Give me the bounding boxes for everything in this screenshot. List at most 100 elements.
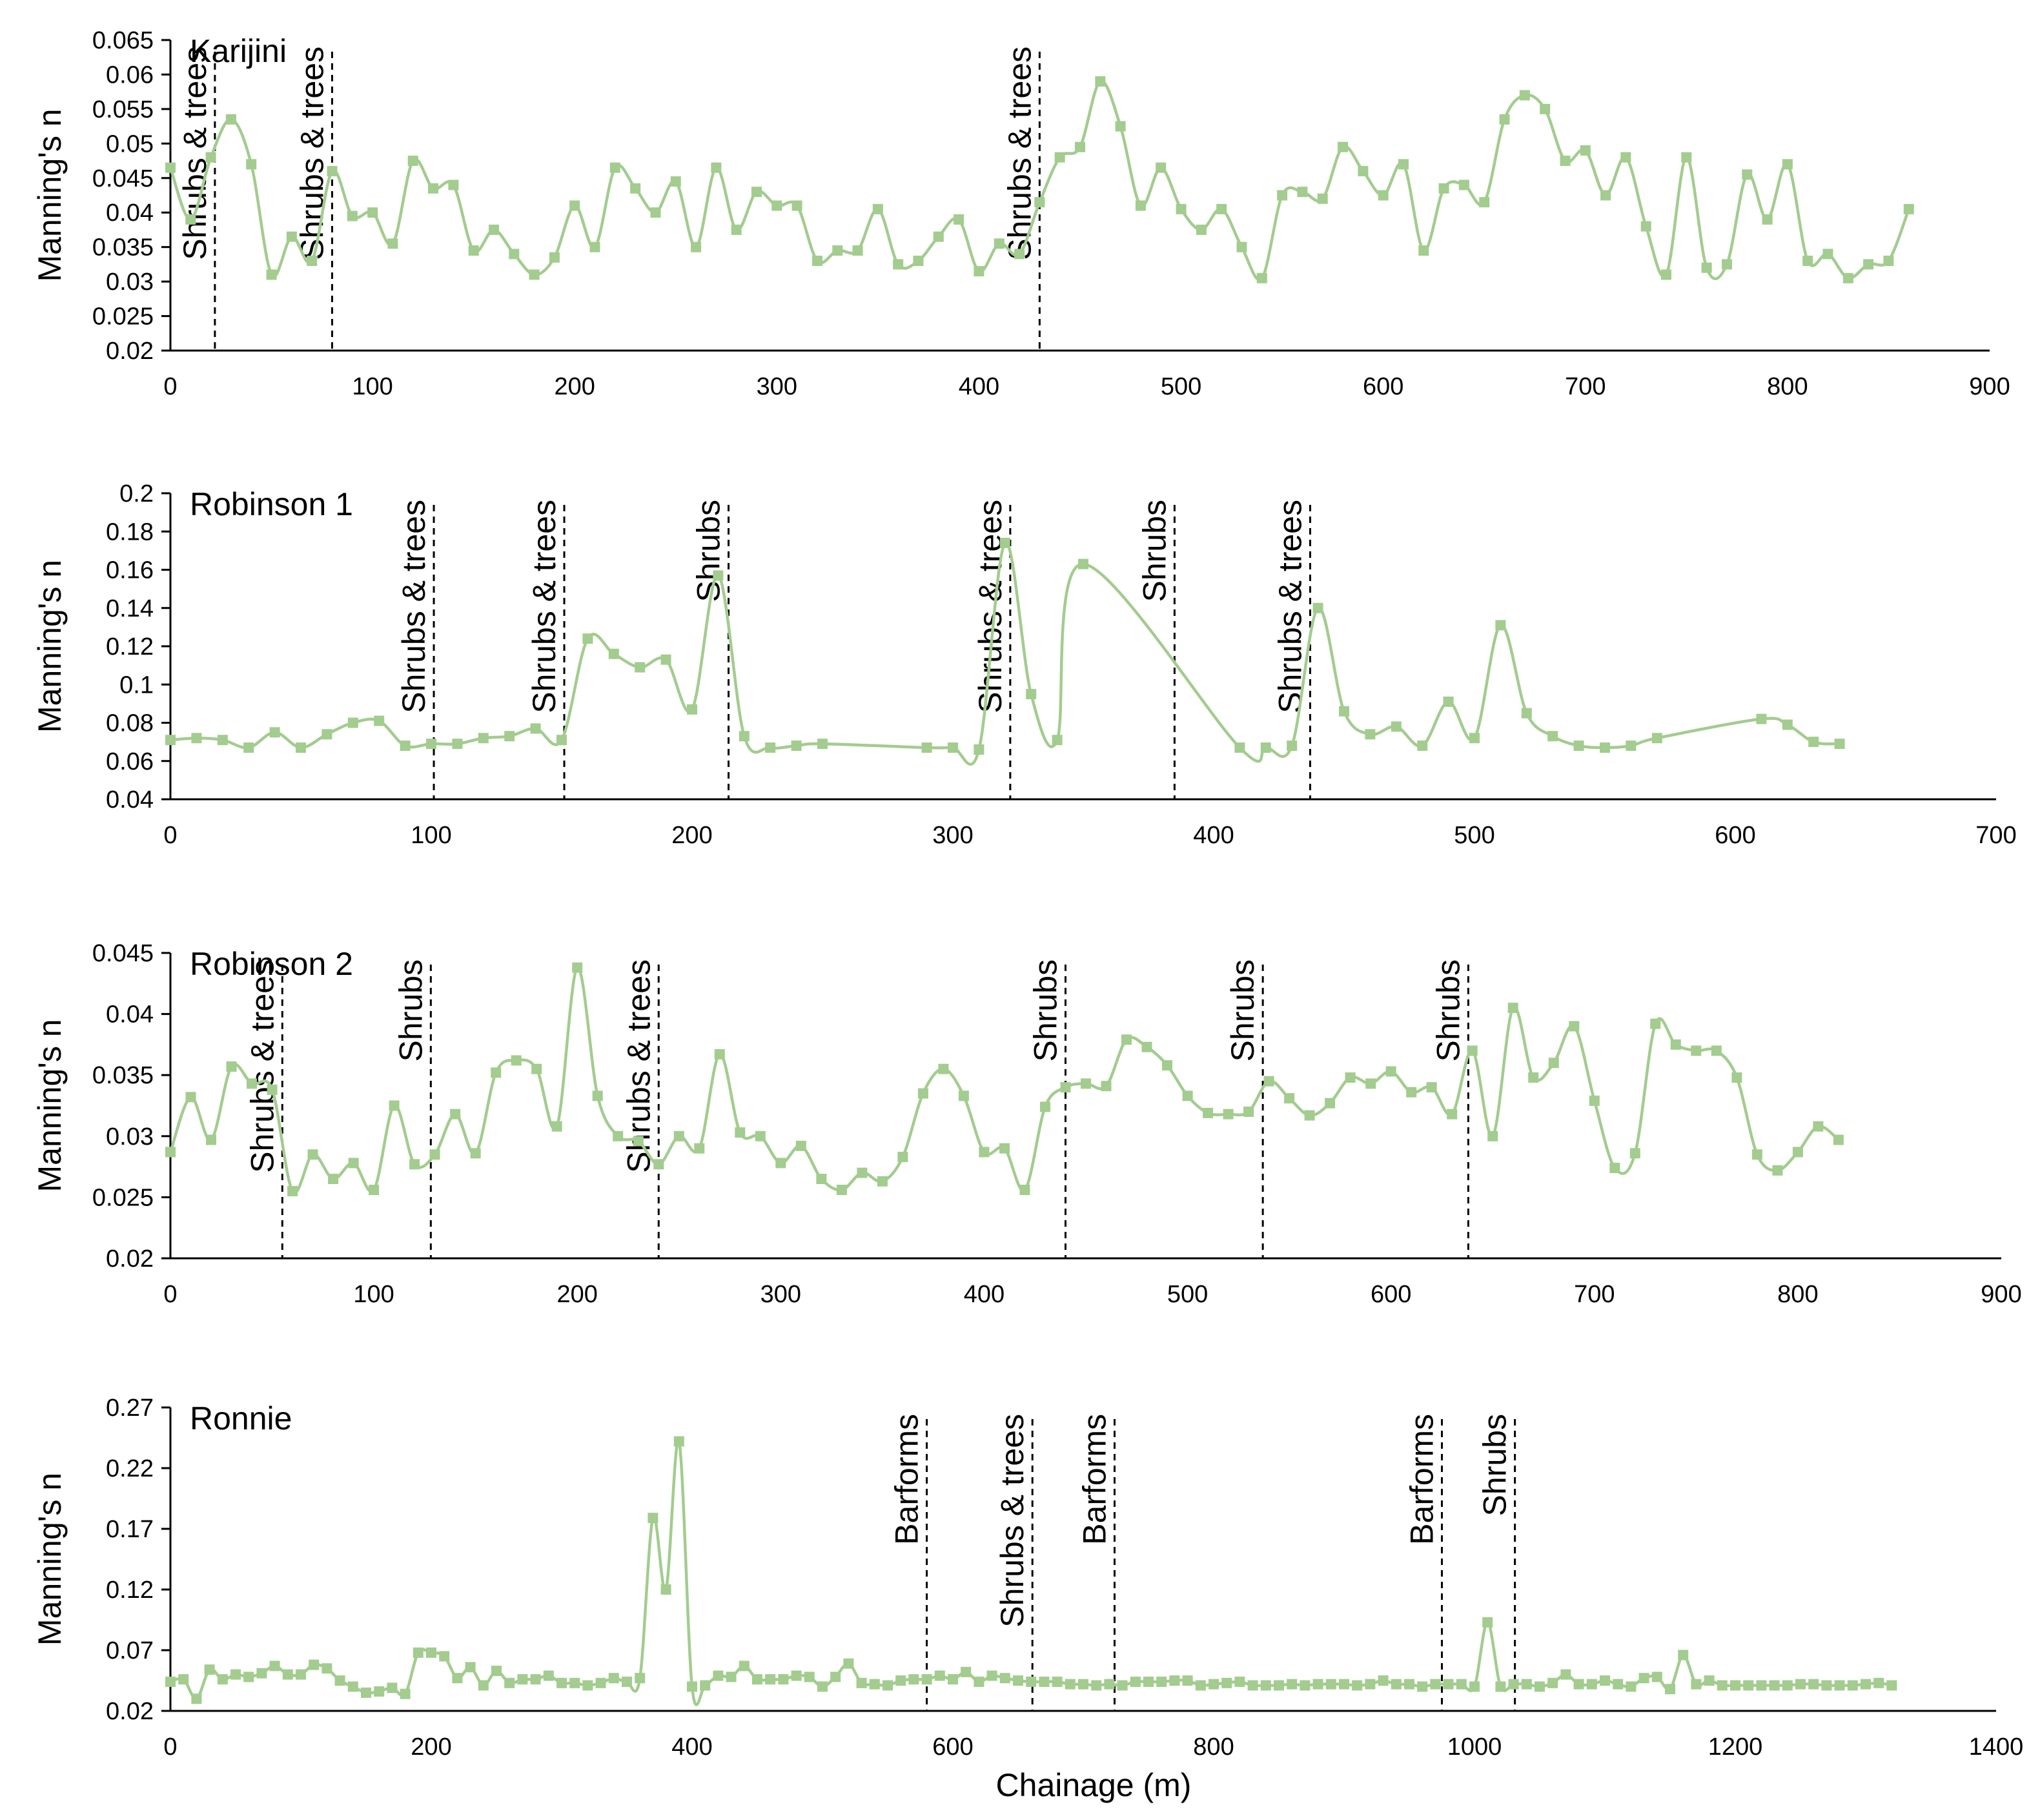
data-point bbox=[739, 731, 750, 742]
data-point bbox=[1833, 1134, 1844, 1145]
data-point bbox=[974, 744, 984, 755]
data-point bbox=[1795, 1679, 1806, 1690]
data-point bbox=[660, 1584, 671, 1595]
data-point bbox=[1135, 200, 1146, 211]
y-tick-label: 0.02 bbox=[106, 1698, 154, 1725]
data-point bbox=[1034, 197, 1045, 208]
data-point bbox=[178, 1674, 189, 1685]
x-tick-label: 600 bbox=[1715, 822, 1755, 849]
data-point bbox=[1802, 256, 1813, 266]
data-point bbox=[413, 1647, 423, 1658]
data-point bbox=[511, 1055, 522, 1066]
data-point bbox=[1722, 259, 1732, 270]
data-point bbox=[1681, 152, 1692, 163]
data-point bbox=[569, 1677, 580, 1688]
data-point bbox=[1613, 1679, 1624, 1690]
data-point bbox=[1260, 1680, 1271, 1691]
y-tick-label: 0.22 bbox=[106, 1455, 154, 1482]
data-point bbox=[282, 1669, 293, 1680]
data-point bbox=[1808, 737, 1819, 748]
data-point bbox=[1535, 1681, 1545, 1692]
data-point bbox=[1730, 1680, 1740, 1691]
data-point bbox=[1195, 1680, 1206, 1691]
data-point bbox=[1467, 1045, 1478, 1056]
x-tick-label: 900 bbox=[1969, 373, 2010, 400]
data-point bbox=[1130, 1676, 1141, 1687]
data-point bbox=[361, 1687, 371, 1698]
y-tick-label: 0.035 bbox=[92, 1062, 154, 1089]
data-point bbox=[1221, 1677, 1232, 1688]
data-point bbox=[1081, 1078, 1091, 1089]
data-point bbox=[1903, 203, 1914, 214]
data-point bbox=[1808, 1679, 1819, 1690]
data-point bbox=[1447, 1109, 1458, 1120]
annotation-label: Barforms bbox=[1076, 1414, 1112, 1545]
y-tick-label: 0.07 bbox=[106, 1637, 154, 1664]
data-point bbox=[608, 1673, 619, 1684]
data-point bbox=[726, 1672, 737, 1682]
data-point bbox=[1026, 689, 1037, 700]
data-point bbox=[1339, 1679, 1349, 1690]
data-point bbox=[1304, 1110, 1315, 1121]
y-tick-label: 0.08 bbox=[106, 710, 154, 737]
x-tick-label: 400 bbox=[671, 1733, 712, 1761]
data-point bbox=[836, 1185, 847, 1195]
data-point bbox=[1782, 1680, 1793, 1691]
data-point bbox=[529, 269, 540, 280]
data-point bbox=[1573, 741, 1584, 751]
data-point bbox=[1182, 1675, 1193, 1686]
data-point bbox=[778, 1674, 789, 1685]
data-point bbox=[1519, 90, 1530, 101]
data-point bbox=[1629, 1148, 1640, 1159]
chart-panel-1: 0.02 0.025 0.03 0.035 0.04 0.045 0.05 0.055 0.06… bbox=[32, 27, 2010, 400]
data-point bbox=[1406, 1087, 1417, 1098]
y-tick-label: 0.045 bbox=[92, 165, 154, 192]
data-point bbox=[230, 1669, 241, 1680]
panel-title: Ronnie bbox=[190, 1400, 292, 1437]
data-point bbox=[1378, 190, 1389, 201]
data-point bbox=[1039, 1676, 1050, 1687]
data-point bbox=[1216, 203, 1227, 214]
data-point bbox=[938, 1063, 949, 1074]
y-tick-label: 0.02 bbox=[106, 338, 154, 365]
data-point bbox=[1469, 733, 1480, 744]
data-point bbox=[630, 183, 641, 194]
data-point bbox=[556, 735, 567, 746]
data-point bbox=[1391, 1679, 1402, 1690]
x-tick-label: 200 bbox=[557, 1281, 598, 1308]
data-point bbox=[893, 259, 904, 270]
data-point bbox=[1711, 1045, 1722, 1056]
x-tick-label: 300 bbox=[760, 1281, 801, 1308]
data-point bbox=[286, 231, 297, 242]
data-point bbox=[1095, 76, 1106, 87]
x-tick-label: 0 bbox=[163, 822, 177, 849]
annotation-label: Shrubs & trees bbox=[244, 959, 280, 1173]
data-point bbox=[999, 538, 1010, 548]
y-tick-label: 0.27 bbox=[106, 1395, 154, 1422]
data-point bbox=[1256, 272, 1267, 283]
data-point bbox=[1365, 1078, 1376, 1089]
data-point bbox=[582, 633, 593, 644]
data-point bbox=[650, 207, 661, 218]
data-point bbox=[1469, 1681, 1480, 1692]
data-point bbox=[872, 203, 883, 214]
y-tick-label: 0.12 bbox=[106, 1577, 154, 1604]
data-point bbox=[504, 731, 515, 742]
y-tick-label: 0.17 bbox=[106, 1516, 154, 1543]
x-tick-label: 0 bbox=[163, 373, 177, 400]
data-point bbox=[1203, 1107, 1214, 1118]
data-point bbox=[1821, 1680, 1832, 1691]
data-point bbox=[1417, 1681, 1428, 1692]
data-point bbox=[1065, 1679, 1076, 1690]
data-point bbox=[1209, 1679, 1219, 1690]
data-point bbox=[549, 252, 560, 263]
y-tick-label: 0.025 bbox=[92, 1184, 154, 1211]
data-point bbox=[1743, 1680, 1754, 1691]
data-point bbox=[347, 717, 358, 728]
y-tick-label: 0.16 bbox=[106, 557, 154, 584]
data-point bbox=[673, 1130, 684, 1141]
data-point bbox=[1247, 1680, 1258, 1691]
data-point bbox=[986, 1670, 997, 1681]
y-tick-label: 0.06 bbox=[106, 748, 154, 775]
y-tick-label: 0.065 bbox=[92, 27, 154, 54]
